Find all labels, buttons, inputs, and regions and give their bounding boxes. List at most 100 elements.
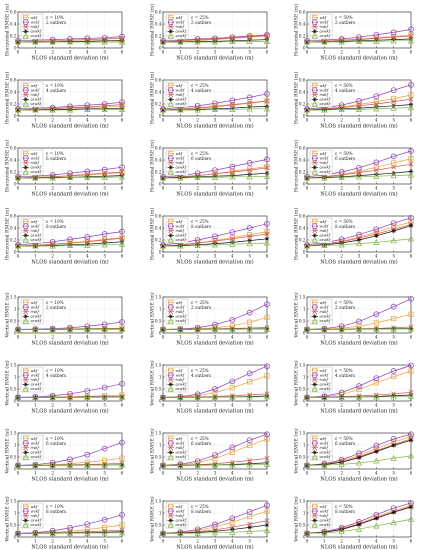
legend-label: wkf — [320, 369, 327, 373]
legend-label: aswkf — [176, 238, 187, 242]
legend-label: wkf — [320, 505, 327, 509]
data-point-aswkf — [263, 527, 271, 534]
data-point-aswkf — [390, 104, 397, 111]
x-tick-label: 3 — [358, 335, 361, 340]
legend-label: rwkf — [320, 514, 329, 518]
legend-label: wokf — [176, 509, 185, 513]
legend-label: aswkf — [31, 319, 42, 323]
data-point-aswkf — [211, 241, 219, 248]
data-point-aswkf — [355, 106, 363, 112]
data-point-aswkf — [49, 38, 56, 45]
x-tick-label: 4 — [86, 335, 89, 340]
data-point-wokf — [84, 234, 91, 240]
data-point-wkf — [356, 386, 362, 393]
legend-swatch-marker — [312, 228, 318, 234]
epsilon-annotation: ε = 10% — [46, 83, 64, 88]
y-tick-label: 0 — [303, 398, 306, 403]
data-point-aswkf — [355, 393, 363, 400]
data-point-wokf — [373, 93, 380, 100]
y-axis-label: Horizontal RMSE (m) — [149, 208, 156, 261]
data-point-aswkf — [32, 394, 39, 400]
legend-label: aswkf — [31, 383, 42, 387]
y-tick-label: 0.4 — [299, 89, 306, 94]
legend-swatch-marker — [22, 304, 29, 310]
data-point-aswkf — [49, 394, 56, 400]
data-point-aswkf — [247, 38, 252, 43]
data-point-aswkf — [264, 393, 270, 399]
data-point-aswkf — [390, 325, 397, 332]
data-point-aswkf — [407, 235, 415, 242]
data-point-aswkf — [229, 173, 236, 180]
data-point-aswkf — [339, 240, 344, 246]
data-point-aswkf — [84, 394, 91, 400]
data-point-aswkf — [355, 38, 363, 44]
data-point-wkf — [391, 316, 397, 322]
x-tick-label: 0 — [306, 403, 309, 408]
y-tick-label: 0.2 — [299, 237, 306, 242]
x-tick-label: 2 — [196, 335, 199, 340]
outliers-annotation: 2 outliers — [335, 20, 355, 25]
data-point-aswkf — [101, 461, 108, 468]
legend-swatch-marker — [167, 385, 174, 392]
y-tick-label: 0.2 — [10, 33, 17, 38]
legend-swatch-marker — [311, 19, 318, 25]
epsilon-annotation: ε = 50% — [335, 300, 353, 305]
legend-swatch-marker — [311, 100, 318, 107]
x-tick-label: 4 — [86, 50, 89, 55]
x-tick-label: 0 — [17, 403, 20, 408]
legend-swatch-marker — [168, 518, 173, 523]
epsilon-annotation: ε = 50% — [335, 219, 353, 224]
legend-label: rwkf — [31, 514, 40, 518]
data-point-aswkf — [303, 530, 311, 536]
data-point-aswkf — [195, 242, 200, 247]
legend-box — [165, 502, 189, 529]
data-point-wokf — [246, 437, 253, 444]
data-point-aswkf — [85, 39, 90, 44]
x-tick-label: 1 — [179, 471, 182, 476]
y-tick-label: 0 — [303, 330, 306, 335]
x-tick-label: 1 — [323, 118, 326, 123]
legend-label: aswkf — [31, 166, 42, 170]
data-point-aswkf — [356, 173, 362, 178]
legend-label: wokf — [31, 305, 40, 309]
x-tick-label: 6 — [121, 403, 124, 408]
legend-label: rwkf — [176, 378, 185, 382]
x-axis-label: NLOS standard deviation (m) — [320, 123, 397, 130]
y-axis-label: Vertical RMSE (m) — [293, 428, 300, 474]
x-tick-label: 0 — [162, 186, 165, 191]
data-point-aswkf — [177, 326, 184, 332]
legend-label: aswkf — [176, 234, 187, 238]
series-line-aswkf — [306, 238, 412, 247]
legend-box — [165, 149, 189, 176]
legend-swatch-marker — [23, 314, 28, 319]
legend-swatch-marker — [167, 508, 174, 514]
data-point-aswkf — [355, 240, 363, 247]
legend-box — [309, 217, 333, 244]
x-tick-label: 0 — [306, 539, 309, 544]
outliers-annotation: 6 outliers — [191, 156, 211, 161]
data-point-aswkf — [303, 326, 311, 332]
data-point-aswkf — [356, 106, 362, 111]
x-tick-label: 0 — [306, 186, 309, 191]
x-tick-label: 3 — [358, 403, 361, 408]
data-point-aswkf — [338, 528, 345, 535]
series-line-aswkf — [163, 530, 268, 534]
legend-label: rwkf — [176, 25, 185, 29]
x-tick-label: 3 — [358, 186, 361, 191]
legend-swatch-marker — [22, 521, 29, 528]
data-point-wokf — [67, 236, 73, 243]
panel-horizontal-r3-c2: 0 1 2 3 4 5 6 0 0.2 0.4 0.6 NLOS standard deviation… — [293, 208, 415, 266]
data-point-aswkf — [32, 462, 39, 468]
data-point-aswkf — [390, 172, 397, 179]
data-point-aswkf — [49, 462, 56, 468]
data-point-aswkf — [229, 240, 236, 247]
legend-label: aswkf — [320, 238, 331, 242]
data-point-rwkf — [264, 98, 270, 104]
y-tick-label: 1 — [14, 510, 17, 515]
x-tick-label: 0 — [17, 50, 20, 55]
data-point-aswkf — [321, 38, 328, 45]
data-point-wkf — [408, 311, 414, 317]
data-point-wokf — [84, 451, 91, 458]
